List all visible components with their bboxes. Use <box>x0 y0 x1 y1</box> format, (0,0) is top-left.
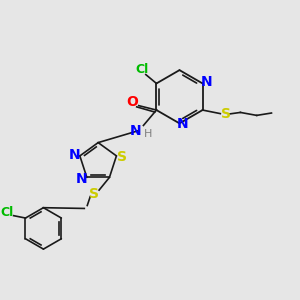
Text: H: H <box>143 129 152 139</box>
Text: Cl: Cl <box>1 206 14 219</box>
Text: O: O <box>126 95 138 109</box>
Text: S: S <box>117 150 127 164</box>
Text: N: N <box>130 124 142 138</box>
Text: N: N <box>177 117 189 131</box>
Text: N: N <box>200 75 212 89</box>
Text: Cl: Cl <box>136 63 149 76</box>
Text: N: N <box>69 148 80 162</box>
Text: N: N <box>76 172 87 186</box>
Text: S: S <box>220 107 231 121</box>
Text: S: S <box>89 187 99 201</box>
